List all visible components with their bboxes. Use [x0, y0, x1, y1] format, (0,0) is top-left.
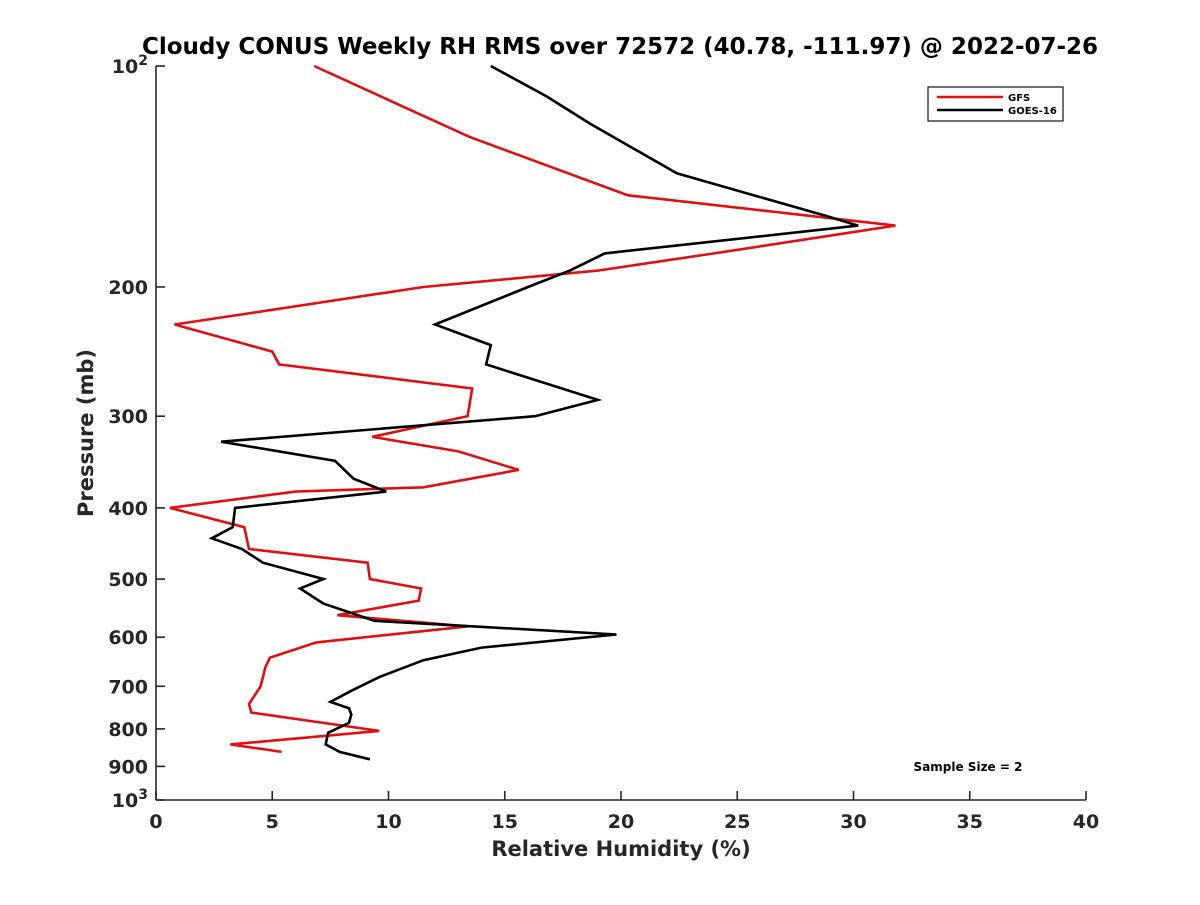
- chart-title: Cloudy CONUS Weekly RH RMS over 72572 (4…: [142, 34, 1098, 60]
- x-tick-label: 40: [1073, 811, 1099, 833]
- legend-label-gfs: GFS: [1008, 93, 1030, 104]
- y-tick-label: 500: [108, 569, 148, 591]
- sample-size-annotation: Sample Size = 2: [914, 760, 1023, 774]
- x-tick-label: 15: [492, 811, 518, 833]
- y-tick-label: 103: [112, 787, 148, 812]
- x-axis-label: Relative Humidity (%): [491, 837, 750, 861]
- legend-box: [927, 86, 1064, 122]
- x-tick-label: 10: [375, 811, 401, 833]
- series-layer: [169, 64, 896, 761]
- x-tick-label: 20: [608, 811, 634, 833]
- legend-label-goes16: GOES-16: [1008, 106, 1057, 117]
- x-tick-label: 25: [724, 811, 750, 833]
- y-tick-label: 300: [108, 406, 148, 428]
- y-tick-label: 102: [112, 53, 148, 78]
- legend: GFS GOES-16: [927, 86, 1064, 122]
- x-tick-label: 35: [957, 811, 983, 833]
- y-tick-label: 200: [108, 277, 148, 299]
- x-tick-label: 30: [840, 811, 866, 833]
- y-tick-label: 700: [108, 676, 148, 698]
- y-axis-ticks: 102 200 300 400 500 600 700 800 900 103: [108, 53, 165, 812]
- y-tick-label: 900: [108, 756, 148, 778]
- y-tick-label: 400: [108, 498, 148, 520]
- y-tick-label: 600: [108, 627, 148, 649]
- x-tick-label: 5: [266, 811, 279, 833]
- y-tick-label: 800: [108, 719, 148, 741]
- x-axis-ticks: 0 5 10 15 20 25 30 35 40: [149, 791, 1099, 833]
- series-line-gfs: [169, 64, 896, 754]
- y-axis-label: Pressure (mb): [74, 349, 98, 517]
- series-line-goes16: [208, 64, 859, 761]
- x-tick-label: 0: [149, 811, 162, 833]
